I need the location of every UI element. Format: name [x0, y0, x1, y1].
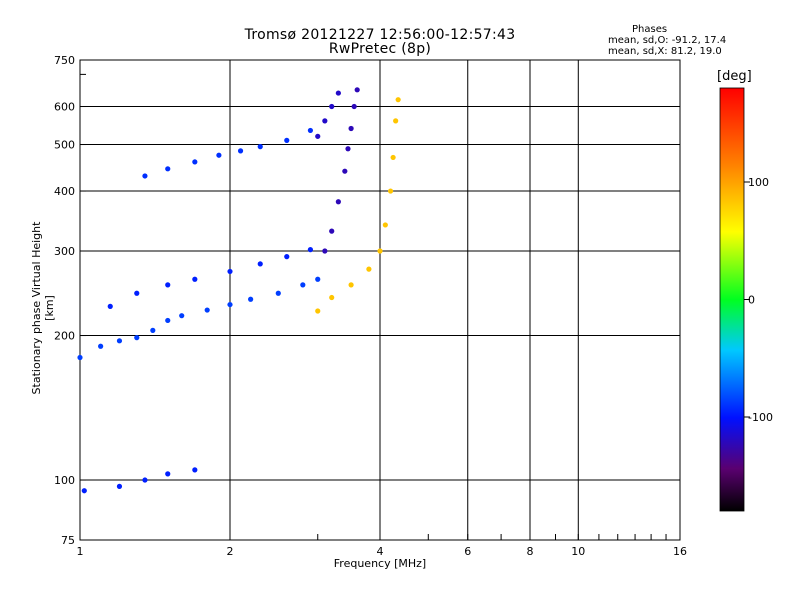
data-point: [237, 148, 244, 154]
y-tick-label: 75: [61, 534, 75, 547]
data-point: [142, 477, 148, 483]
axis-ticks: 1 2 4 6 8 10 16 75 100 200 300 400 500 600 750: [54, 54, 687, 558]
grid-lines: [80, 60, 680, 540]
phases-o-stat: mean, sd,O: -91.2, 17.4: [608, 35, 727, 46]
data-point: [134, 290, 140, 296]
data-point: [342, 168, 348, 174]
x-axis-label: Frequency [MHz]: [333, 557, 427, 570]
data-point: [227, 268, 233, 275]
data-point: [307, 127, 314, 134]
data-point: [307, 247, 314, 253]
y-tick-label: 600: [54, 101, 75, 114]
colorbar-ticks: 100 0 -100: [744, 176, 773, 424]
data-point: [284, 137, 290, 143]
y-tick-label: 200: [54, 330, 75, 343]
x-tick-label: 1: [77, 545, 84, 558]
data-point: [107, 303, 113, 310]
data-point: [329, 103, 335, 110]
y-tick-label: 400: [54, 185, 75, 198]
colorbar-unit-label: [deg]: [717, 69, 752, 84]
data-point: [322, 118, 328, 124]
data-point: [165, 282, 171, 288]
data-point: [322, 248, 328, 254]
data-point: [348, 282, 354, 288]
x-tick-label: 2: [227, 545, 234, 558]
data-point: [227, 301, 233, 308]
data-point: [77, 354, 83, 361]
data-point: [165, 471, 171, 477]
data-point: [395, 97, 401, 103]
data-point: [348, 125, 354, 132]
data-point: [134, 335, 140, 341]
data-point: [98, 343, 104, 349]
data-point: [150, 327, 156, 333]
y-tick-label: 100: [54, 474, 75, 487]
data-point: [81, 488, 87, 494]
colorbar-tick-label: 100: [748, 176, 769, 189]
data-point: [257, 144, 263, 150]
data-point: [165, 317, 171, 324]
data-point: [315, 133, 321, 139]
x-tick-label: 6: [464, 545, 471, 558]
data-point: [142, 173, 148, 179]
data-point: [366, 266, 372, 272]
data-point: [192, 467, 198, 473]
data-point: [204, 307, 210, 313]
y-tick-label: 300: [54, 245, 75, 258]
phases-x-stat: mean, sd,X: 81.2, 19.0: [608, 46, 722, 57]
data-point: [315, 308, 321, 314]
data-point: [116, 483, 123, 489]
data-point: [300, 282, 306, 288]
data-point: [390, 154, 396, 161]
data-point: [351, 103, 357, 110]
data-point: [179, 313, 185, 319]
colorbar: [719, 87, 745, 512]
data-point: [192, 159, 198, 165]
x-tick-label: 4: [377, 545, 384, 558]
data-point: [275, 290, 281, 296]
x-tick-label: 16: [673, 545, 687, 558]
data-point: [216, 152, 222, 158]
colorbar-tick-label: -100: [748, 411, 773, 424]
data-point: [257, 261, 263, 267]
chart-title: Tromsø 20121227 12:56:00-12:57:43: [244, 27, 516, 43]
chart-subtitle: RwPretec (8p): [328, 41, 432, 57]
data-point: [192, 276, 198, 282]
data-point: [354, 87, 360, 93]
data-point: [377, 248, 383, 254]
data-point: [345, 146, 351, 152]
x-tick-label: 10: [571, 545, 585, 558]
data-point: [335, 90, 341, 96]
phases-title: Phases: [632, 24, 668, 35]
x-tick-label: 8: [527, 545, 534, 558]
data-point: [393, 118, 399, 124]
data-point: [387, 188, 394, 194]
data-point: [315, 276, 321, 282]
data-point: [116, 338, 123, 344]
y-tick-label: 500: [54, 139, 75, 152]
data-point: [284, 254, 290, 260]
data-point: [248, 296, 254, 302]
data-point: [335, 199, 341, 205]
colorbar-tick-label: 0: [748, 294, 755, 307]
data-point: [165, 166, 171, 172]
data-point: [329, 228, 335, 234]
y-tick-label: 750: [54, 54, 75, 67]
data-points: [77, 87, 401, 494]
data-point: [329, 294, 335, 301]
y-axis-label: Stationary phase Virtual Height [km]: [30, 221, 56, 395]
data-point: [382, 222, 388, 228]
